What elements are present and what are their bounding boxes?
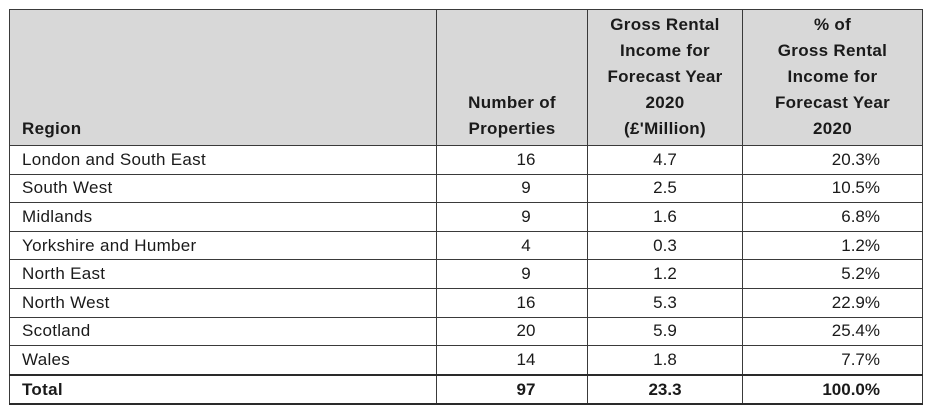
header-percent-line: % of bbox=[813, 15, 852, 34]
cell-percent: 20.3% bbox=[742, 145, 923, 175]
cell-percent: 25.4% bbox=[742, 316, 923, 347]
total-percent: 100.0% bbox=[742, 373, 923, 406]
header-region-line: Region bbox=[22, 119, 82, 138]
cell-region: London and South East bbox=[9, 145, 437, 175]
cell-income: 2.5 bbox=[587, 173, 743, 204]
cell-region: Midlands bbox=[9, 202, 437, 232]
total-row: Total 97 23.3 100.0% bbox=[9, 373, 923, 406]
cell-region: Wales bbox=[9, 345, 437, 376]
header-income-line: Forecast Year bbox=[607, 67, 723, 86]
cell-region: South West bbox=[9, 173, 437, 204]
table-header: Region Number of Properties Gross Rental… bbox=[9, 9, 923, 146]
header-region: Region bbox=[9, 9, 437, 146]
cell-properties: 4 bbox=[436, 230, 588, 261]
table-row: South West 9 2.5 10.5% bbox=[9, 173, 923, 204]
cell-properties: 14 bbox=[436, 345, 588, 376]
header-percent-line: 2020 bbox=[812, 119, 853, 138]
header-income-line: Gross Rental bbox=[610, 15, 720, 34]
cell-income: 4.7 bbox=[587, 145, 743, 175]
header-income-line: Income for bbox=[620, 41, 710, 60]
cell-properties: 9 bbox=[436, 173, 588, 204]
total-income: 23.3 bbox=[587, 373, 743, 406]
table-row: Wales 14 1.8 7.7% bbox=[9, 345, 923, 376]
cell-properties: 16 bbox=[436, 287, 588, 318]
header-percent-line: Income for bbox=[787, 67, 878, 86]
cell-properties: 9 bbox=[436, 259, 588, 289]
cell-region: North West bbox=[9, 287, 437, 318]
header-gross-rental-income: Gross Rental Income for Forecast Year 20… bbox=[587, 9, 743, 146]
header-income-line: (£'Million) bbox=[624, 119, 706, 138]
cell-percent: 1.2% bbox=[742, 230, 923, 261]
rental-income-table-container: Region Number of Properties Gross Rental… bbox=[9, 9, 923, 406]
rental-income-table: Region Number of Properties Gross Rental… bbox=[9, 9, 923, 406]
header-properties-line: Number of bbox=[468, 93, 556, 112]
cell-income: 0.3 bbox=[587, 230, 743, 261]
table-row: North East 9 1.2 5.2% bbox=[9, 259, 923, 289]
total-label: Total bbox=[9, 373, 437, 406]
cell-properties: 20 bbox=[436, 316, 588, 347]
header-number-of-properties: Number of Properties bbox=[436, 9, 588, 146]
header-income-line: 2020 bbox=[645, 93, 685, 112]
table-body: London and South East 16 4.7 20.3% South… bbox=[9, 145, 923, 406]
cell-income: 1.6 bbox=[587, 202, 743, 232]
table-row: London and South East 16 4.7 20.3% bbox=[9, 145, 923, 175]
header-percent-gross-rental-income: % of Gross Rental Income for Forecast Ye… bbox=[742, 9, 923, 146]
cell-properties: 16 bbox=[436, 145, 588, 175]
cell-percent: 5.2% bbox=[742, 259, 923, 289]
cell-region: North East bbox=[9, 259, 437, 289]
cell-income: 1.8 bbox=[587, 345, 743, 376]
cell-properties: 9 bbox=[436, 202, 588, 232]
header-percent-line: Forecast Year bbox=[774, 93, 891, 112]
table-row: Yorkshire and Humber 4 0.3 1.2% bbox=[9, 230, 923, 261]
cell-percent: 7.7% bbox=[742, 345, 923, 376]
header-row: Region Number of Properties Gross Rental… bbox=[9, 9, 923, 146]
total-properties: 97 bbox=[436, 373, 588, 406]
cell-percent: 6.8% bbox=[742, 202, 923, 232]
cell-percent: 22.9% bbox=[742, 287, 923, 318]
cell-region: Scotland bbox=[9, 316, 437, 347]
cell-percent: 10.5% bbox=[742, 173, 923, 204]
cell-income: 1.2 bbox=[587, 259, 743, 289]
cell-income: 5.3 bbox=[587, 287, 743, 318]
table-row: Midlands 9 1.6 6.8% bbox=[9, 202, 923, 232]
cell-region: Yorkshire and Humber bbox=[9, 230, 437, 261]
cell-income: 5.9 bbox=[587, 316, 743, 347]
table-row: Scotland 20 5.9 25.4% bbox=[9, 316, 923, 347]
header-properties-line: Properties bbox=[468, 119, 556, 138]
table-row: North West 16 5.3 22.9% bbox=[9, 287, 923, 318]
header-percent-line: Gross Rental bbox=[777, 41, 888, 60]
